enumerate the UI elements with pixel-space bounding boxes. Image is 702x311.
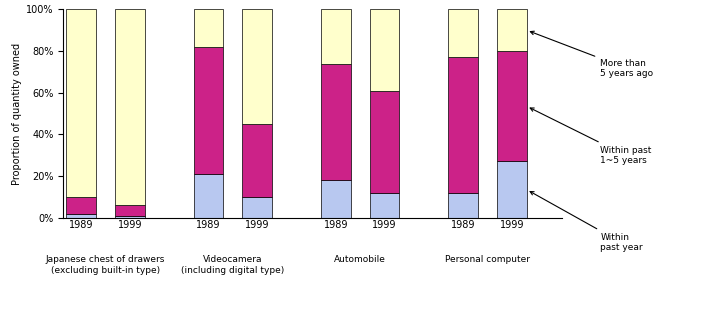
Bar	[497, 9, 526, 51]
Bar	[115, 216, 145, 218]
Bar	[67, 197, 96, 214]
Text: Personal computer: Personal computer	[445, 255, 530, 264]
Bar	[194, 174, 223, 218]
Text: Within past
1~5 years: Within past 1~5 years	[530, 108, 651, 165]
Bar	[370, 91, 399, 193]
Bar	[497, 51, 526, 161]
Bar	[497, 161, 526, 218]
Bar	[115, 205, 145, 216]
Bar	[194, 9, 223, 47]
Bar	[321, 63, 350, 180]
Bar	[370, 193, 399, 218]
Bar	[448, 57, 478, 193]
Bar	[67, 9, 96, 197]
Bar	[242, 9, 272, 124]
Bar	[448, 193, 478, 218]
Bar	[370, 9, 399, 91]
Y-axis label: Proportion of quantity owned: Proportion of quantity owned	[12, 43, 22, 184]
Text: Japanese chest of drawers
(excluding built-in type): Japanese chest of drawers (excluding bui…	[46, 255, 165, 275]
Bar	[448, 9, 478, 57]
Bar	[115, 9, 145, 205]
Bar	[67, 214, 96, 218]
Bar	[321, 9, 350, 63]
Text: Within
past year: Within past year	[530, 192, 643, 252]
Text: Automobile: Automobile	[334, 255, 386, 264]
Bar	[194, 47, 223, 174]
Bar	[242, 124, 272, 197]
Bar	[321, 180, 350, 218]
Text: More than
5 years ago: More than 5 years ago	[530, 31, 654, 78]
Bar	[242, 197, 272, 218]
Text: Videocamera
(including digital type): Videocamera (including digital type)	[181, 255, 284, 275]
